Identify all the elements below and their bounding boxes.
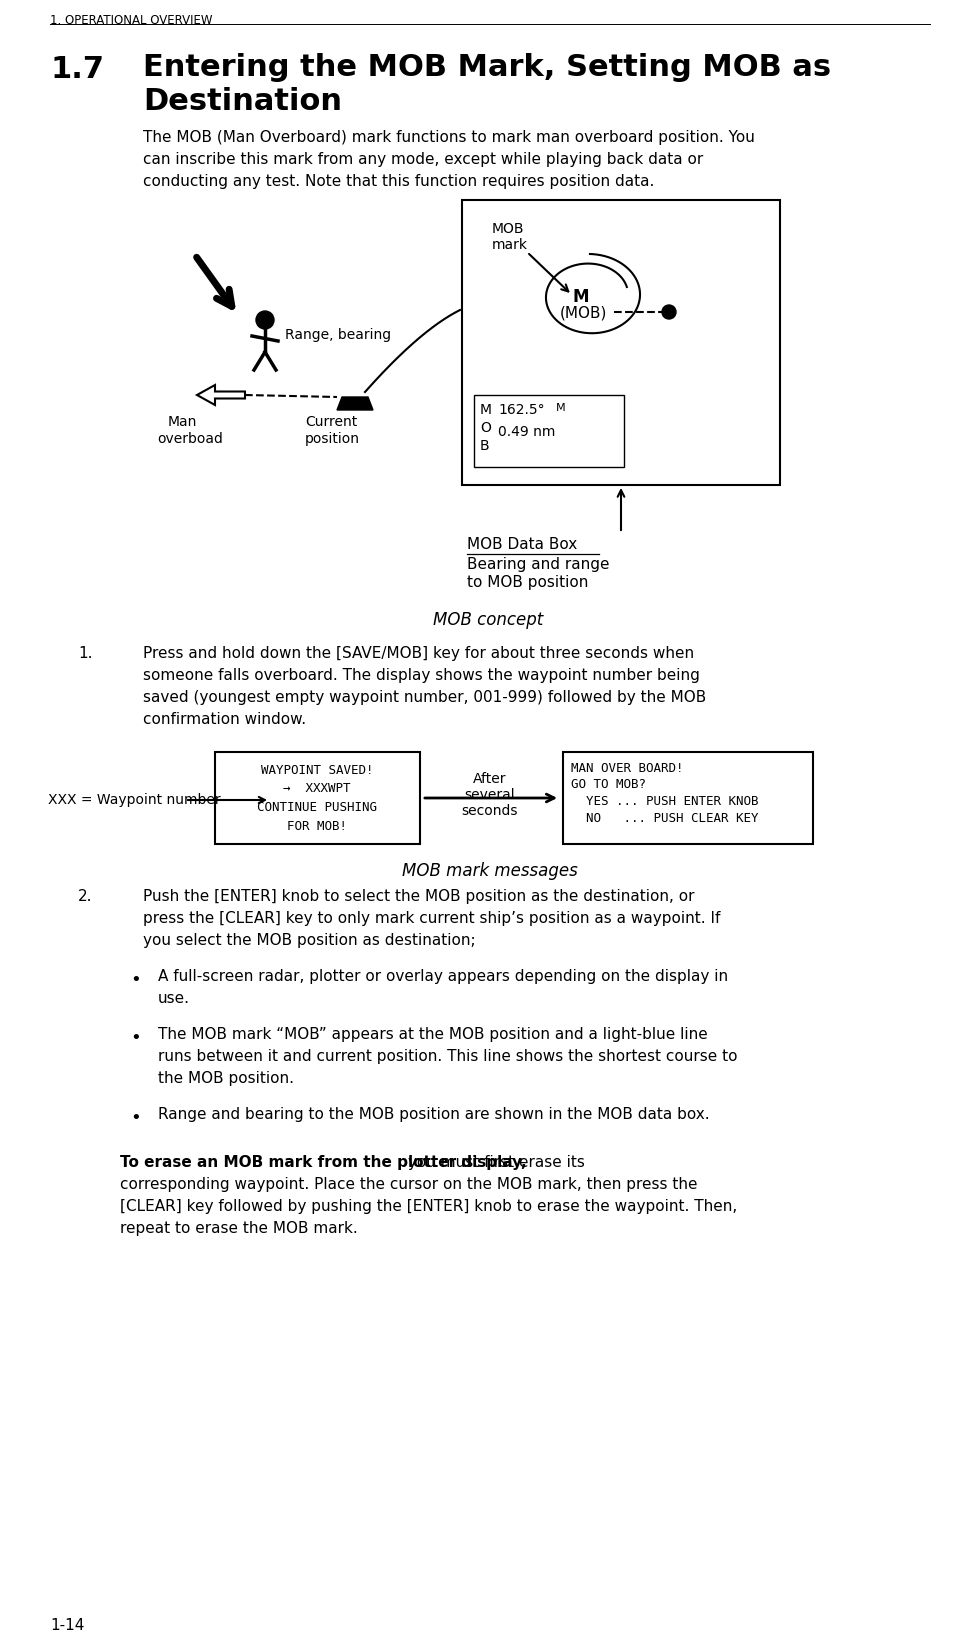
Text: press the [CLEAR] key to only mark current ship’s position as a waypoint. If: press the [CLEAR] key to only mark curre…	[143, 911, 720, 925]
Text: After: After	[473, 772, 507, 787]
Text: repeat to erase the MOB mark.: repeat to erase the MOB mark.	[120, 1221, 358, 1235]
Text: MOB: MOB	[492, 222, 524, 237]
Text: Current: Current	[305, 415, 357, 429]
Circle shape	[256, 312, 274, 330]
Text: M: M	[572, 287, 589, 307]
Text: YES ... PUSH ENTER KNOB: YES ... PUSH ENTER KNOB	[571, 795, 758, 808]
Text: XXX = Waypoint number: XXX = Waypoint number	[48, 793, 221, 806]
Text: Range, bearing: Range, bearing	[285, 328, 391, 343]
Text: The MOB (Man Overboard) mark functions to mark man overboard position. You: The MOB (Man Overboard) mark functions t…	[143, 131, 754, 145]
Text: A full-screen radar, plotter or overlay appears depending on the display in: A full-screen radar, plotter or overlay …	[158, 969, 728, 984]
Text: Press and hold down the [SAVE/MOB] key for about three seconds when: Press and hold down the [SAVE/MOB] key f…	[143, 646, 694, 661]
Text: [CLEAR] key followed by pushing the [ENTER] knob to erase the waypoint. Then,: [CLEAR] key followed by pushing the [ENT…	[120, 1200, 737, 1214]
Text: seconds: seconds	[462, 805, 518, 818]
Text: WAYPOINT SAVED!: WAYPOINT SAVED!	[261, 764, 373, 777]
Text: CONTINUE PUSHING: CONTINUE PUSHING	[257, 801, 377, 814]
Text: To erase an MOB mark from the plotter display,: To erase an MOB mark from the plotter di…	[120, 1155, 527, 1170]
Text: M: M	[556, 403, 566, 413]
Bar	[474, 395, 624, 467]
Text: you must first erase its: you must first erase its	[403, 1155, 585, 1170]
Text: (MOB): (MOB)	[560, 307, 607, 322]
Text: mark: mark	[492, 238, 528, 251]
Text: Destination: Destination	[143, 86, 342, 116]
Text: use.: use.	[158, 991, 190, 1005]
Text: MOB mark messages: MOB mark messages	[402, 862, 578, 880]
Text: to MOB position: to MOB position	[467, 574, 589, 591]
Text: Man: Man	[168, 415, 197, 429]
Circle shape	[662, 305, 676, 318]
Text: 1. OPERATIONAL OVERVIEW: 1. OPERATIONAL OVERVIEW	[50, 15, 213, 28]
Text: overboad: overboad	[157, 432, 223, 446]
Text: Bearing and range: Bearing and range	[467, 557, 609, 571]
Text: saved (youngest empty waypoint number, 001-999) followed by the MOB: saved (youngest empty waypoint number, 0…	[143, 690, 707, 705]
Text: 162.5°: 162.5°	[498, 403, 545, 418]
Text: can inscribe this mark from any mode, except while playing back data or: can inscribe this mark from any mode, ex…	[143, 152, 704, 166]
Text: 1-14: 1-14	[50, 1617, 84, 1632]
Text: runs between it and current position. This line shows the shortest course to: runs between it and current position. Th…	[158, 1049, 738, 1064]
Text: MOB concept: MOB concept	[433, 610, 543, 628]
Text: Push the [ENTER] knob to select the MOB position as the destination, or: Push the [ENTER] knob to select the MOB …	[143, 889, 695, 904]
Text: 1.: 1.	[78, 646, 93, 661]
Text: position: position	[305, 432, 360, 446]
Text: M: M	[480, 403, 492, 418]
Text: you select the MOB position as destination;: you select the MOB position as destinati…	[143, 934, 475, 948]
Text: The MOB mark “MOB” appears at the MOB position and a light-blue line: The MOB mark “MOB” appears at the MOB po…	[158, 1027, 708, 1041]
Bar	[215, 752, 420, 844]
Text: →  XXXWPT: → XXXWPT	[283, 782, 350, 795]
Text: MOB Data Box: MOB Data Box	[467, 537, 577, 552]
Text: •: •	[130, 971, 141, 989]
Bar	[563, 752, 813, 844]
Text: GO TO MOB?: GO TO MOB?	[571, 778, 646, 792]
Text: FOR MOB!: FOR MOB!	[287, 819, 347, 832]
Text: Entering the MOB Mark, Setting MOB as: Entering the MOB Mark, Setting MOB as	[143, 52, 832, 82]
Text: MAN OVER BOARD!: MAN OVER BOARD!	[571, 762, 683, 775]
Text: 1.7: 1.7	[50, 55, 104, 83]
Text: 2.: 2.	[78, 889, 93, 904]
Text: B: B	[480, 439, 490, 454]
Text: the MOB position.: the MOB position.	[158, 1071, 294, 1085]
Text: O: O	[480, 421, 491, 436]
Text: several: several	[465, 788, 515, 801]
Polygon shape	[337, 397, 373, 410]
Text: conducting any test. Note that this function requires position data.: conducting any test. Note that this func…	[143, 175, 654, 189]
Text: 0.49 nm: 0.49 nm	[498, 424, 555, 439]
Text: someone falls overboard. The display shows the waypoint number being: someone falls overboard. The display sho…	[143, 667, 700, 684]
Text: confirmation window.: confirmation window.	[143, 712, 306, 726]
Text: •: •	[130, 1030, 141, 1048]
Text: •: •	[130, 1110, 141, 1128]
Text: NO   ... PUSH CLEAR KEY: NO ... PUSH CLEAR KEY	[571, 813, 758, 826]
Bar	[462, 201, 780, 485]
Text: corresponding waypoint. Place the cursor on the MOB mark, then press the: corresponding waypoint. Place the cursor…	[120, 1177, 698, 1191]
FancyArrow shape	[197, 385, 245, 405]
Text: Range and bearing to the MOB position are shown in the MOB data box.: Range and bearing to the MOB position ar…	[158, 1106, 710, 1123]
